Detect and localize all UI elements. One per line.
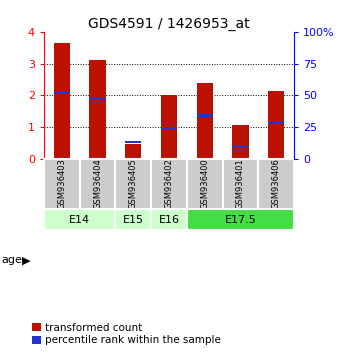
Text: ▶: ▶ xyxy=(22,255,30,265)
Bar xyxy=(115,159,151,209)
Legend: transformed count, percentile rank within the sample: transformed count, percentile rank withi… xyxy=(32,322,221,345)
Text: GSM936405: GSM936405 xyxy=(129,159,138,209)
Text: E17.5: E17.5 xyxy=(224,215,256,225)
Bar xyxy=(187,159,223,209)
Bar xyxy=(161,127,177,129)
Bar xyxy=(258,159,294,209)
Bar xyxy=(90,98,105,100)
Text: GSM936400: GSM936400 xyxy=(200,159,209,209)
Bar xyxy=(80,159,115,209)
Bar xyxy=(54,92,70,94)
Text: GSM936404: GSM936404 xyxy=(93,159,102,209)
Bar xyxy=(197,82,213,159)
Bar xyxy=(187,209,294,230)
Bar xyxy=(233,125,248,159)
Bar xyxy=(115,209,151,230)
Text: E14: E14 xyxy=(69,215,90,225)
Bar xyxy=(44,209,115,230)
Text: GSM936402: GSM936402 xyxy=(165,159,173,209)
Text: E16: E16 xyxy=(159,215,179,225)
Text: GSM936403: GSM936403 xyxy=(57,159,66,210)
Text: GSM936401: GSM936401 xyxy=(236,159,245,209)
Bar xyxy=(233,146,248,148)
Bar xyxy=(54,43,70,159)
Bar xyxy=(125,141,141,143)
Bar xyxy=(268,91,284,159)
Bar xyxy=(44,159,80,209)
Text: E15: E15 xyxy=(123,215,144,225)
Text: GSM936406: GSM936406 xyxy=(272,159,281,210)
Text: age: age xyxy=(2,255,23,265)
Bar xyxy=(90,60,105,159)
Bar xyxy=(161,95,177,159)
Bar xyxy=(151,209,187,230)
Bar xyxy=(197,114,213,117)
Bar xyxy=(151,159,187,209)
Bar xyxy=(223,159,258,209)
Bar xyxy=(268,122,284,124)
Bar xyxy=(125,144,141,159)
Title: GDS4591 / 1426953_at: GDS4591 / 1426953_at xyxy=(88,17,250,31)
